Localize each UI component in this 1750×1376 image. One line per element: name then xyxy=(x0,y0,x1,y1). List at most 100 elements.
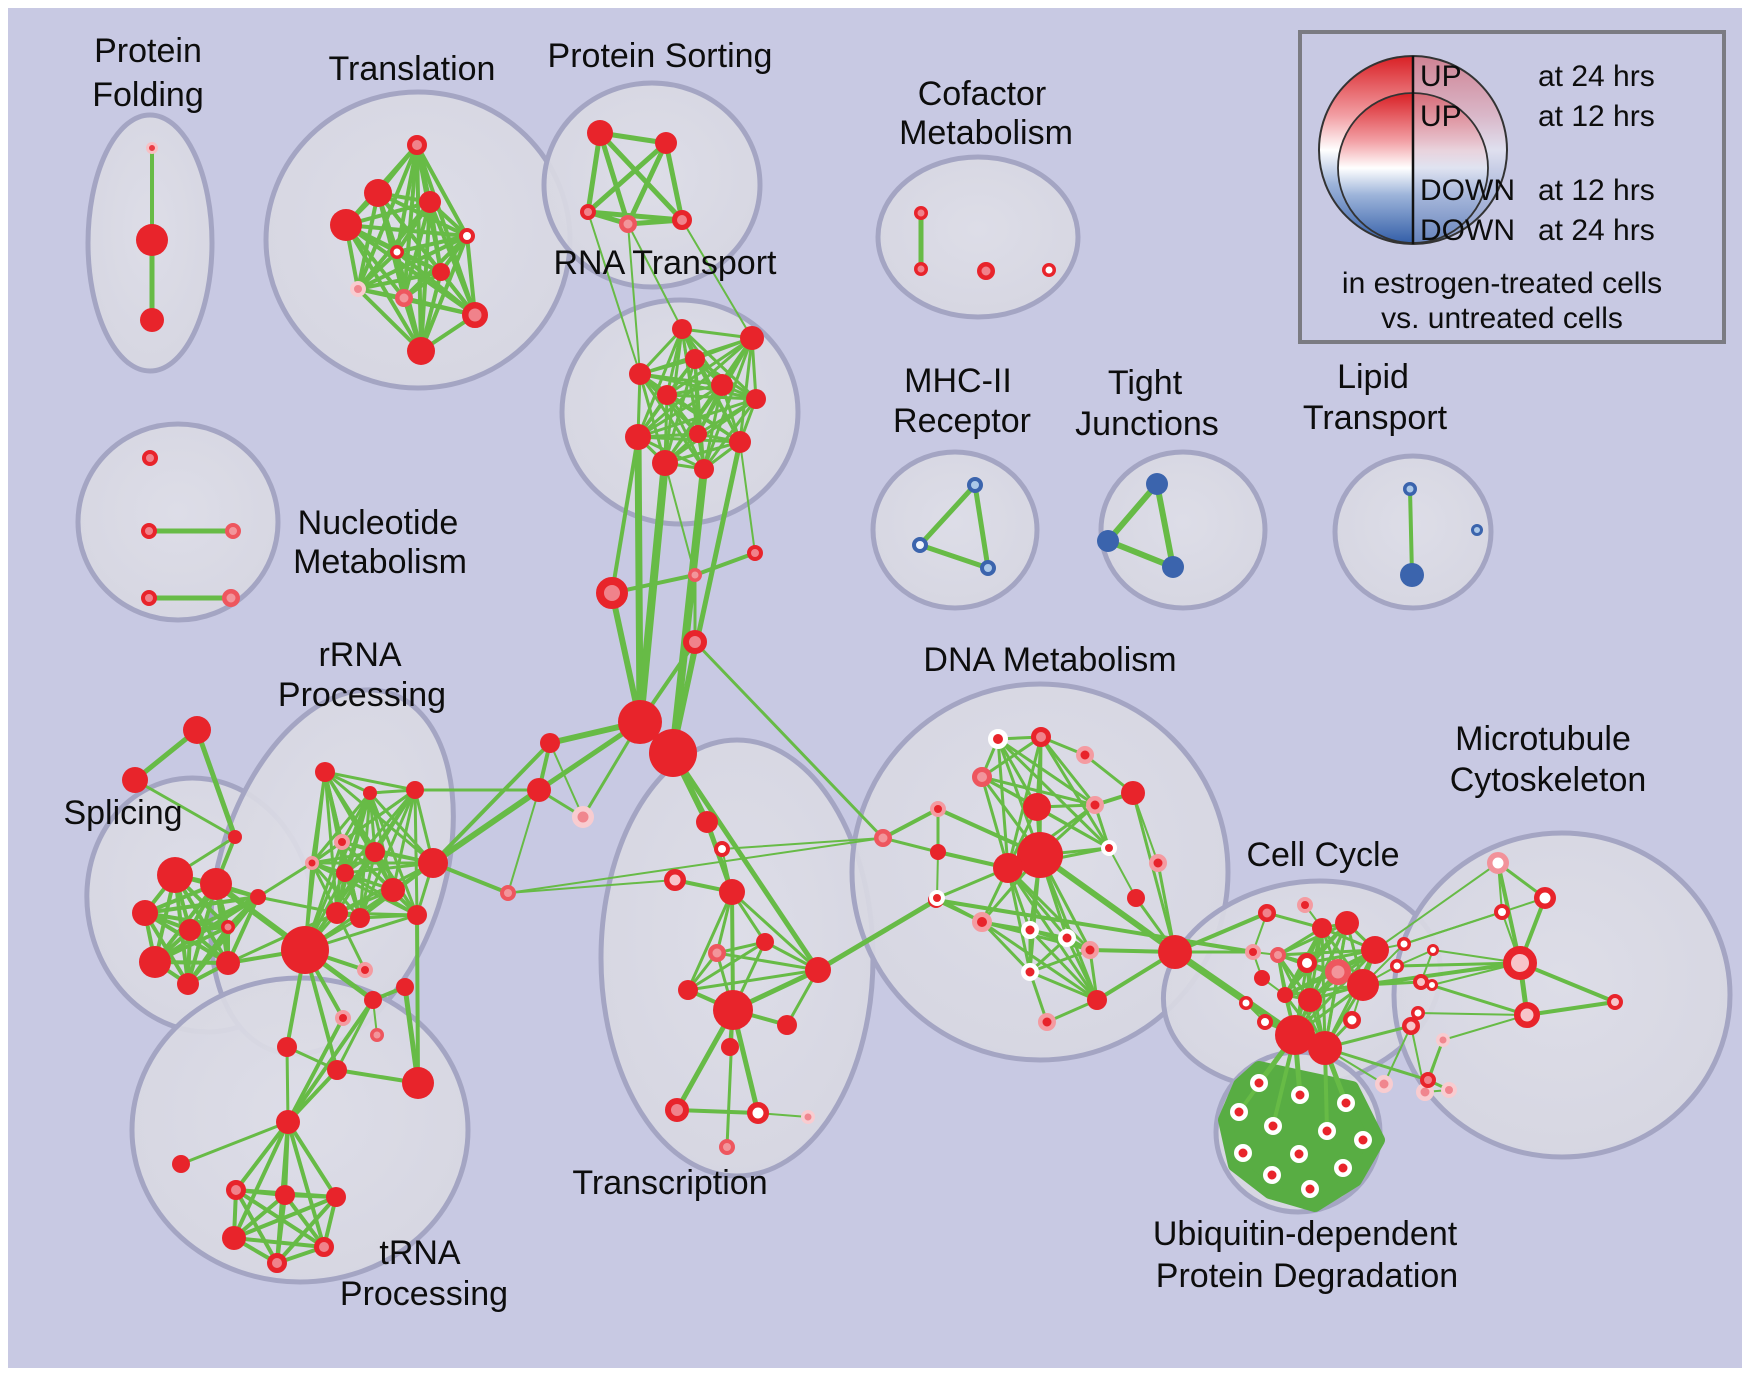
network-node[interactable] xyxy=(719,879,745,905)
network-node[interactable] xyxy=(1234,1144,1252,1162)
network-node[interactable] xyxy=(407,905,427,925)
network-node[interactable] xyxy=(1086,796,1104,814)
network-node[interactable] xyxy=(625,424,651,450)
network-node[interactable] xyxy=(1347,969,1379,1001)
network-node[interactable] xyxy=(747,1102,769,1124)
network-node[interactable] xyxy=(396,978,414,996)
network-node[interactable] xyxy=(1042,263,1056,277)
network-node[interactable] xyxy=(462,302,488,328)
network-node[interactable] xyxy=(221,920,235,934)
network-node[interactable] xyxy=(157,857,193,893)
network-node[interactable] xyxy=(1514,1002,1540,1028)
network-node[interactable] xyxy=(363,786,377,800)
network-node[interactable] xyxy=(1400,563,1424,587)
network-node[interactable] xyxy=(1503,946,1537,980)
network-node[interactable] xyxy=(972,767,992,787)
network-node[interactable] xyxy=(357,962,373,978)
network-node[interactable] xyxy=(930,801,946,817)
network-node[interactable] xyxy=(136,224,168,256)
network-node[interactable] xyxy=(1263,1166,1281,1184)
network-node[interactable] xyxy=(1420,1072,1436,1088)
network-node[interactable] xyxy=(1058,929,1076,947)
network-node[interactable] xyxy=(365,842,385,862)
network-node[interactable] xyxy=(587,120,613,146)
network-node[interactable] xyxy=(1494,904,1510,920)
network-node[interactable] xyxy=(142,450,158,466)
network-node[interactable] xyxy=(276,1110,300,1134)
network-node[interactable] xyxy=(930,844,946,860)
network-node[interactable] xyxy=(929,890,945,906)
network-node[interactable] xyxy=(1312,918,1332,938)
network-node[interactable] xyxy=(683,630,707,654)
network-node[interactable] xyxy=(801,1110,815,1124)
network-node[interactable] xyxy=(1021,963,1039,981)
network-node[interactable] xyxy=(805,957,831,983)
network-node[interactable] xyxy=(1275,1015,1315,1055)
network-node[interactable] xyxy=(364,179,392,207)
network-node[interactable] xyxy=(183,716,211,744)
network-node[interactable] xyxy=(419,191,441,213)
network-node[interactable] xyxy=(708,944,726,962)
network-node[interactable] xyxy=(275,1185,295,1205)
network-node[interactable] xyxy=(1354,1131,1372,1149)
network-node[interactable] xyxy=(988,729,1008,749)
network-node[interactable] xyxy=(459,228,475,244)
network-node[interactable] xyxy=(1390,959,1404,973)
network-node[interactable] xyxy=(1291,1086,1309,1104)
network-node[interactable] xyxy=(1426,979,1438,991)
network-node[interactable] xyxy=(141,523,157,539)
network-node[interactable] xyxy=(177,973,199,995)
network-node[interactable] xyxy=(146,142,158,154)
network-node[interactable] xyxy=(250,889,266,905)
network-node[interactable] xyxy=(980,560,996,576)
network-node[interactable] xyxy=(1534,887,1556,909)
network-node[interactable] xyxy=(740,326,764,350)
network-node[interactable] xyxy=(756,933,774,951)
network-node[interactable] xyxy=(305,856,319,870)
network-node[interactable] xyxy=(1325,959,1351,985)
network-node[interactable] xyxy=(132,900,158,926)
network-node[interactable] xyxy=(172,1155,190,1173)
network-node[interactable] xyxy=(326,902,348,924)
network-node[interactable] xyxy=(672,319,692,339)
network-node[interactable] xyxy=(1337,1094,1355,1112)
network-node[interactable] xyxy=(1270,947,1286,963)
network-node[interactable] xyxy=(1031,727,1051,747)
network-node[interactable] xyxy=(1343,1011,1361,1029)
network-node[interactable] xyxy=(721,1038,739,1056)
network-node[interactable] xyxy=(874,829,892,847)
network-node[interactable] xyxy=(629,363,651,385)
network-node[interactable] xyxy=(664,869,686,891)
network-node[interactable] xyxy=(1290,1145,1308,1163)
network-node[interactable] xyxy=(1436,1033,1450,1047)
network-node[interactable] xyxy=(914,262,928,276)
network-node[interactable] xyxy=(672,210,692,230)
network-node[interactable] xyxy=(618,700,662,744)
network-node[interactable] xyxy=(1441,1082,1457,1098)
network-node[interactable] xyxy=(1308,1031,1342,1065)
network-node[interactable] xyxy=(1158,935,1192,969)
network-node[interactable] xyxy=(407,337,435,365)
network-node[interactable] xyxy=(1146,473,1168,495)
network-node[interactable] xyxy=(1471,524,1483,536)
network-node[interactable] xyxy=(407,135,427,155)
network-node[interactable] xyxy=(655,132,677,154)
network-node[interactable] xyxy=(418,848,448,878)
network-node[interactable] xyxy=(572,806,594,828)
network-node[interactable] xyxy=(1081,941,1099,959)
network-node[interactable] xyxy=(390,245,404,259)
network-node[interactable] xyxy=(993,853,1023,883)
network-node[interactable] xyxy=(685,349,705,369)
network-node[interactable] xyxy=(277,1037,297,1057)
network-node[interactable] xyxy=(747,545,763,561)
network-node[interactable] xyxy=(1335,911,1359,935)
network-node[interactable] xyxy=(967,477,983,493)
network-node[interactable] xyxy=(500,885,516,901)
network-node[interactable] xyxy=(1297,953,1317,973)
network-node[interactable] xyxy=(777,1015,797,1035)
network-node[interactable] xyxy=(1121,781,1145,805)
network-node[interactable] xyxy=(1101,840,1117,856)
network-node[interactable] xyxy=(977,262,995,280)
network-node[interactable] xyxy=(649,729,697,777)
network-node[interactable] xyxy=(657,385,677,405)
